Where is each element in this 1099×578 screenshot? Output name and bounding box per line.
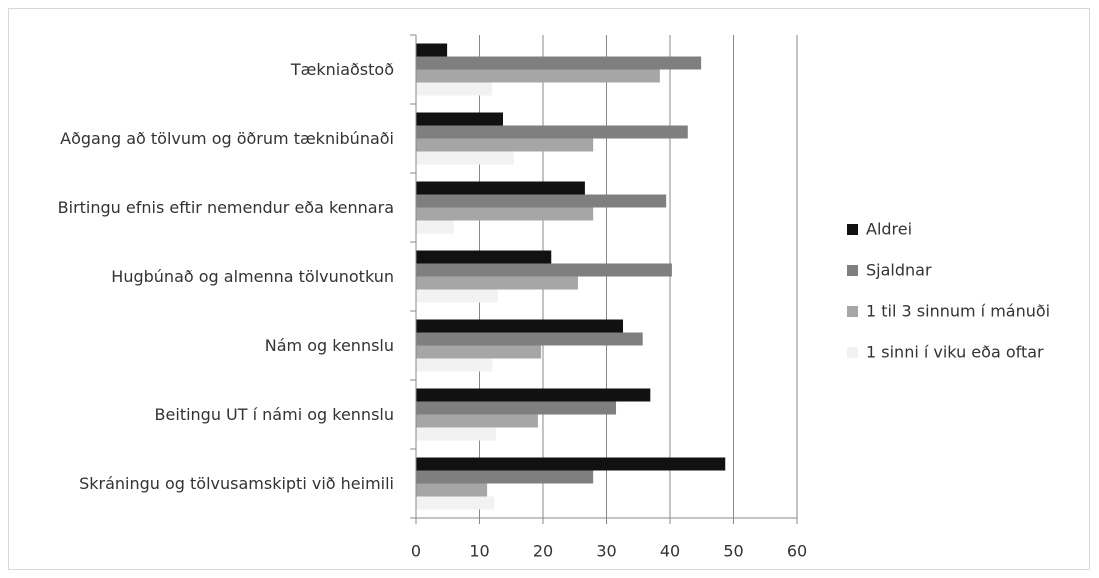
x-tick-label: 30 xyxy=(596,542,616,561)
bar xyxy=(416,496,495,510)
bar xyxy=(416,345,542,359)
x-tick-label: 10 xyxy=(469,542,489,561)
bar xyxy=(416,207,594,221)
y-tick-label: Beitingu UT í námi og kennslu xyxy=(154,404,394,424)
y-tick-label: Tækniaðstoð xyxy=(290,59,394,79)
bar xyxy=(416,276,578,290)
bar xyxy=(416,69,660,83)
y-tick-label: Skráningu og tölvusamskipti við heimili xyxy=(79,473,394,493)
bar xyxy=(416,401,617,415)
bar xyxy=(416,151,514,165)
bar xyxy=(416,56,702,70)
legend-label: Sjaldnar xyxy=(866,261,932,280)
y-tick-label: Nám og kennslu xyxy=(264,335,394,355)
bar xyxy=(416,112,503,126)
y-tick-label: Hugbúnað og almenna tölvunotkun xyxy=(111,266,394,286)
bar xyxy=(416,319,624,333)
bar xyxy=(416,82,493,96)
bar xyxy=(416,358,493,372)
legend-swatch xyxy=(847,265,858,276)
bar xyxy=(416,457,726,471)
x-tick-label: 60 xyxy=(787,542,807,561)
bar xyxy=(416,220,455,234)
x-tick-label: 0 xyxy=(411,542,421,561)
bar xyxy=(416,125,688,139)
bar xyxy=(416,181,585,195)
bar xyxy=(416,427,497,441)
bar xyxy=(416,138,594,152)
legend-swatch xyxy=(847,224,858,235)
legend-swatch xyxy=(847,306,858,317)
bar xyxy=(416,388,651,402)
bar xyxy=(416,332,643,346)
bar xyxy=(416,250,552,264)
bar xyxy=(416,194,667,208)
x-tick-label: 50 xyxy=(723,542,743,561)
legend-label: 1 sinni í viku eða oftar xyxy=(866,343,1044,362)
x-tick-label: 40 xyxy=(660,542,680,561)
x-tick-label: 20 xyxy=(533,542,553,561)
y-tick-label: Aðgang að tölvum og öðrum tæknibúnaði xyxy=(60,128,394,148)
bar xyxy=(416,43,448,57)
bar xyxy=(416,470,594,484)
y-tick-label: Birtingu efnis eftir nemendur eða kennar… xyxy=(57,197,394,217)
bar xyxy=(416,263,672,277)
legend-label: Aldrei xyxy=(866,220,912,239)
bar xyxy=(416,414,538,428)
bar xyxy=(416,483,488,497)
bar xyxy=(416,289,498,303)
legend-label: 1 til 3 sinnum í mánuði xyxy=(866,302,1050,321)
legend-swatch xyxy=(847,347,858,358)
